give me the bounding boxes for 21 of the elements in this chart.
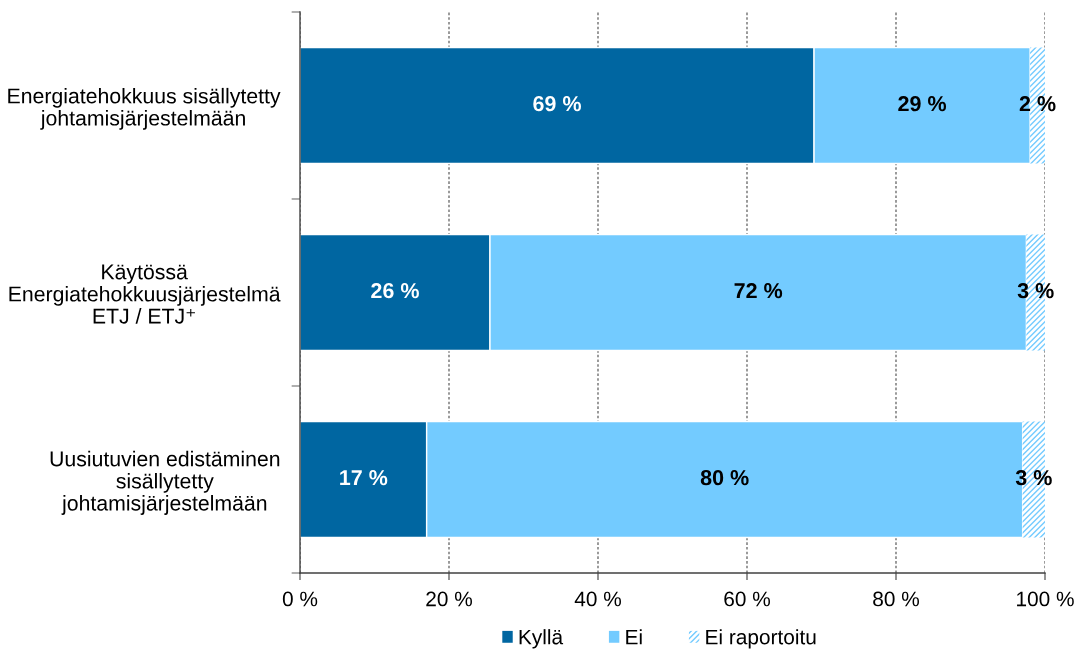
y-tick-label: Käytössä Energiatehokkuusjärjestelmä ETJ / ETJ⁺ xyxy=(9,264,281,324)
y-tick-label: Uusiutuvien edistäminen sisällytetty johtamisjärjestelmään xyxy=(50,450,280,515)
x-tick-label: 40 % xyxy=(574,591,621,607)
data-label: 2 % xyxy=(1019,96,1056,112)
data-label: 72 % xyxy=(734,283,783,299)
data-label: 3 % xyxy=(1015,470,1052,486)
data-label: 3 % xyxy=(1017,283,1054,299)
data-label: 80 % xyxy=(700,470,749,486)
legend-label: Ei xyxy=(626,629,642,645)
x-tick-label: 100 % xyxy=(1017,591,1074,607)
x-tick-label: 80 % xyxy=(873,591,919,607)
legend-label: Kyllä xyxy=(519,629,564,649)
data-label: 29 % xyxy=(898,96,947,112)
data-label: 26 % xyxy=(371,283,419,299)
x-tick-label: 0 % xyxy=(282,591,318,607)
x-tick-label: 20 % xyxy=(426,591,472,607)
y-tick-label: Energiatehokkuus sisällytetty johtamisjärjestelmään xyxy=(8,87,281,130)
data-label: 69 % xyxy=(533,96,581,112)
data-label: 17 % xyxy=(340,470,388,486)
x-tick-label: 60 % xyxy=(724,591,770,607)
legend-label: Ei raportoitu xyxy=(706,629,816,649)
